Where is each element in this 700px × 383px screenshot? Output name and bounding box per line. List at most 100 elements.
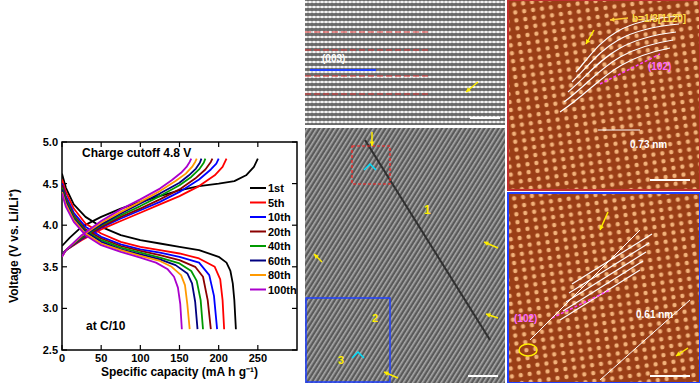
legend-label: 60th: [268, 255, 291, 267]
x-tick-label: 100: [131, 352, 149, 364]
arrow-head: [486, 313, 491, 318]
panel-image: [305, 128, 505, 383]
panel-image: [508, 0, 700, 190]
scale-bar: [650, 179, 690, 181]
arrow-head: [586, 39, 590, 44]
legend-label: 40th: [268, 240, 291, 252]
figure-svg: 0501001502002502.53.03.54.04.55.0Specifi…: [0, 0, 700, 383]
arrow-head: [314, 254, 319, 259]
y-tick-label: 4.0: [43, 219, 58, 231]
fault-marker: [305, 75, 430, 76]
scale-bar: [470, 117, 500, 119]
arrow-shaft: [314, 254, 322, 262]
arrow-head: [676, 352, 681, 356]
x-tick-label: 0: [59, 352, 65, 364]
inset: [306, 298, 390, 382]
plot-frame: [62, 142, 297, 350]
dimension-line: [598, 130, 640, 131]
dislocation-mark: [364, 164, 376, 170]
direction-marker: [552, 290, 610, 318]
y-tick-label: 3.5: [43, 261, 58, 273]
lattice-guide: [572, 24, 679, 82]
arrow-shaft: [586, 30, 594, 44]
legend-swatch: [250, 245, 266, 247]
y-tick-label: 5.0: [43, 136, 58, 148]
y-tick-label: 2.5: [43, 344, 58, 356]
panels: (003)123b=1/3[112̄0](102)0.73 nm(102)0.6…: [305, 0, 700, 383]
y-tick-right: [292, 225, 297, 226]
x-tick-label: 50: [95, 352, 107, 364]
x-tick: [61, 345, 62, 350]
arrow-shaft: [486, 314, 498, 318]
arrow-shaft: [384, 372, 398, 378]
series-line: [62, 159, 227, 330]
y-tick: [62, 349, 67, 350]
y-tick-right: [292, 141, 297, 142]
panel-image: [305, 0, 505, 125]
legend-swatch: [250, 187, 266, 189]
fault-marker: [305, 31, 430, 32]
lattice-guide: [576, 16, 682, 72]
panel-label: 0.61 nm: [636, 309, 673, 320]
legend: 1st5th10th20th40th60th80th100th: [250, 182, 297, 296]
x-tick: [257, 345, 258, 350]
x-tick: [218, 345, 219, 350]
series-line: [62, 159, 205, 330]
lattice-guide: [569, 243, 649, 293]
series-line: [62, 159, 197, 330]
y-axis-label: Voltage (V vs. Li/Li⁺): [7, 189, 21, 303]
y-tick-right: [292, 308, 297, 309]
panel-label: 0.73 nm: [630, 139, 667, 150]
panel-image: [508, 193, 700, 383]
x-tick-top: [257, 142, 258, 147]
lattice-guide: [566, 252, 646, 302]
arrow-shaft: [600, 212, 608, 230]
figure-root: 0501001502002502.53.03.54.04.55.0Specifi…: [0, 0, 700, 383]
y-tick: [62, 225, 67, 226]
lattice-guide: [572, 234, 652, 284]
x-tick: [101, 345, 102, 350]
x-tick-label: 250: [249, 352, 267, 364]
legend-label: 80th: [268, 269, 291, 281]
chart: 0501001502002502.53.03.54.04.55.0Specifi…: [7, 136, 297, 379]
fault-marker: [305, 93, 430, 94]
chart-title: Charge cutoff 4.8 V: [82, 146, 191, 160]
scale-bar: [468, 375, 498, 377]
legend-swatch: [250, 274, 266, 276]
legend-swatch: [250, 289, 266, 291]
series-line: [62, 159, 191, 330]
legend-label: 1st: [268, 182, 284, 194]
y-tick-label: 3.0: [43, 302, 58, 314]
panel-label: 2: [372, 312, 378, 324]
y-tick-right: [292, 183, 297, 184]
y-tick: [62, 141, 67, 142]
lattice-guide: [560, 270, 640, 320]
arrow-shaft: [484, 242, 498, 248]
y-tick: [62, 266, 67, 267]
legend-label: 5th: [268, 197, 285, 209]
period-marker: [310, 69, 376, 71]
legend-swatch: [250, 202, 266, 204]
y-tick-label: 4.5: [43, 178, 58, 190]
panel-hrtem-bottom: 1 2 3: [305, 128, 505, 383]
panel-label: 1: [424, 203, 431, 217]
legend-swatch: [250, 216, 266, 218]
panel-haadf-bottom: (102) 0.61 nm: [508, 193, 700, 383]
arrow-head: [600, 225, 604, 230]
panel-label: (102): [648, 61, 671, 72]
legend-swatch: [250, 231, 266, 233]
arrow-head: [610, 17, 615, 22]
series-line: [62, 159, 219, 330]
panel-haadf-top: b=1/3[112̄0](102)0.73 nm: [508, 0, 700, 190]
x-tick: [140, 345, 141, 350]
panel-label: 3: [338, 354, 344, 366]
arrow-head: [370, 142, 375, 146]
zoom-box: [352, 146, 390, 184]
y-tick-right: [292, 266, 297, 267]
panel-label: (102): [514, 313, 537, 324]
y-tick-right: [292, 349, 297, 350]
x-axis-label: Specific capacity (mA h g⁻¹): [101, 365, 258, 379]
lattice-guide: [560, 48, 670, 112]
y-tick: [62, 308, 67, 309]
series-line: [62, 159, 212, 330]
